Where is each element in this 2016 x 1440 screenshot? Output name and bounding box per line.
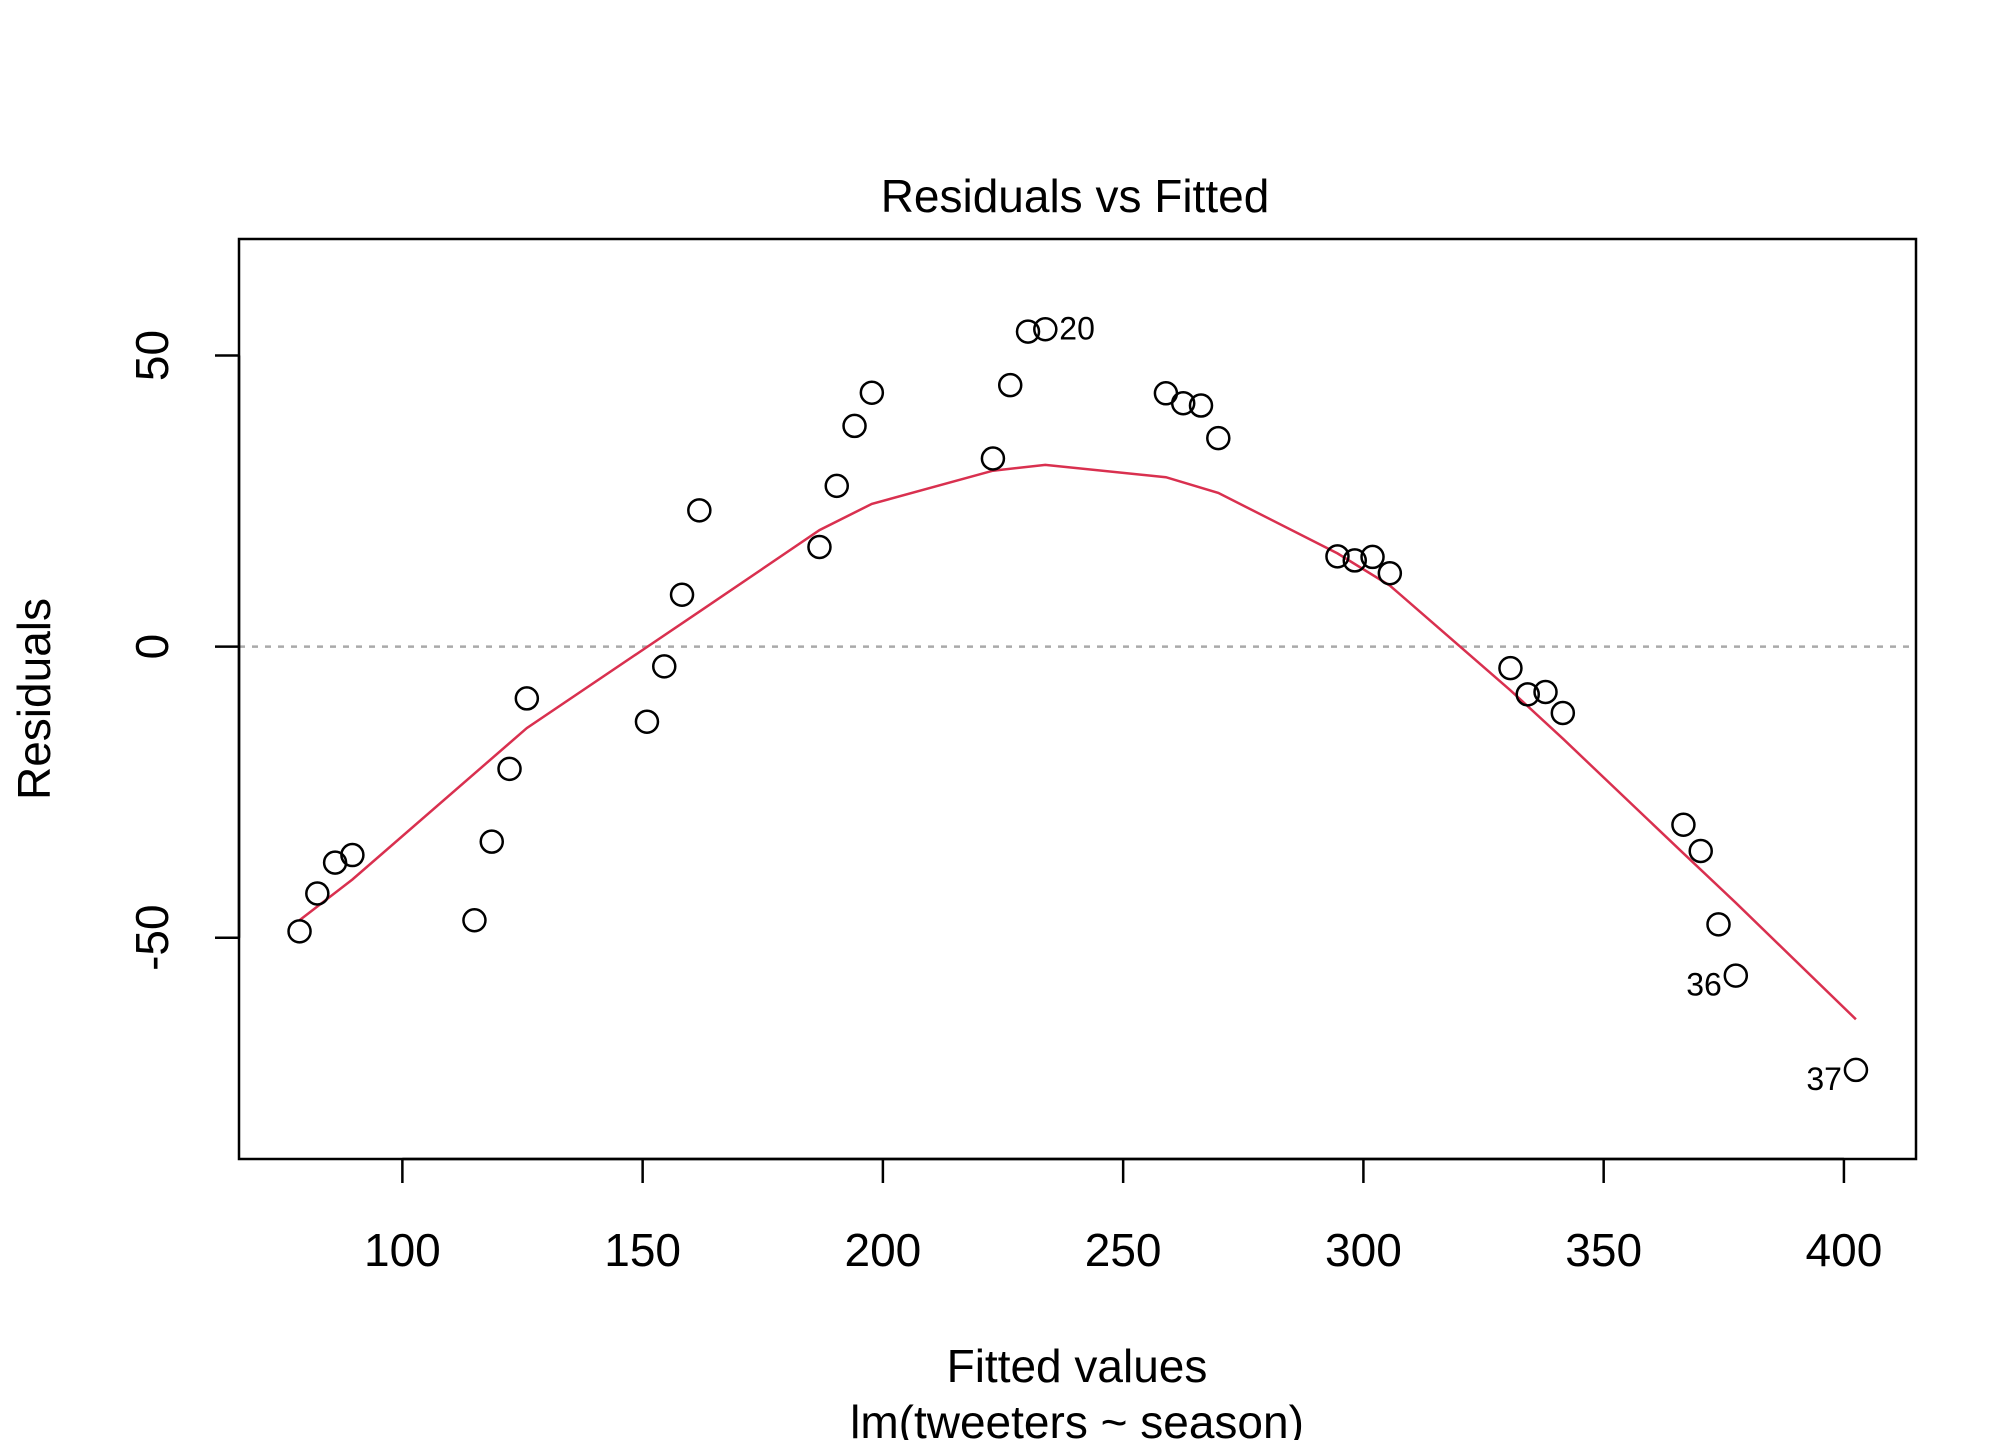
x-tick-label: 150: [604, 1224, 681, 1276]
data-point: [1170, 390, 1196, 416]
data-point: [287, 919, 312, 944]
data-point: [1377, 560, 1403, 586]
smooth-trend-line: [298, 463, 1857, 1021]
data-point: [1033, 317, 1058, 342]
data-point: [687, 498, 712, 523]
data-point: [997, 372, 1023, 398]
data-point: [1206, 425, 1231, 451]
data-point: [462, 908, 487, 933]
point-label: 36: [1686, 967, 1722, 1003]
x-axis-subtitle: lm(tweeters ~ season): [850, 1396, 1304, 1440]
smooth-line-layer: [298, 463, 1857, 1021]
data-point: [859, 380, 885, 405]
x-tick-label: 350: [1565, 1224, 1642, 1276]
data-point: [1325, 544, 1350, 569]
point-label: 37: [1806, 1061, 1842, 1097]
y-tick-label: 0: [126, 634, 178, 660]
data-point: [807, 534, 832, 560]
x-tick-label: 250: [1085, 1224, 1162, 1276]
data-point: [634, 709, 660, 734]
y-axis-title: Residuals: [8, 598, 60, 800]
x-axis-title: Fitted values: [947, 1340, 1208, 1392]
data-point: [1360, 544, 1385, 570]
data-point: [1533, 679, 1558, 705]
data-point: [1498, 655, 1523, 681]
data-point: [1843, 1057, 1869, 1083]
x-tick-label: 300: [1325, 1224, 1402, 1276]
data-point: [824, 473, 850, 499]
data-point: [1188, 393, 1214, 418]
chart-title: Residuals vs Fitted: [881, 170, 1270, 222]
data-point: [669, 582, 695, 608]
data-point: [1723, 963, 1749, 988]
data-point: [1515, 682, 1540, 707]
data-point: [1342, 548, 1368, 573]
x-tick-label: 100: [364, 1224, 441, 1276]
y-tick-label: 50: [126, 330, 178, 381]
x-tick-label: 400: [1806, 1224, 1883, 1276]
data-point: [497, 756, 522, 782]
data-point: [980, 446, 1006, 471]
data-point: [1688, 838, 1713, 864]
points-layer: [287, 317, 1869, 1083]
data-point: [340, 842, 365, 868]
data-point: [1550, 700, 1576, 726]
y-axis: -50 0 50: [126, 330, 241, 971]
data-point: [1706, 912, 1731, 937]
data-point: [305, 881, 330, 906]
y-tick-label: -50: [126, 904, 178, 970]
point-label: 20: [1059, 311, 1095, 347]
data-point: [479, 829, 505, 854]
data-point: [1015, 319, 1041, 344]
data-point: [1671, 812, 1696, 838]
data-point: [842, 413, 867, 439]
x-tick-label: 200: [845, 1224, 922, 1276]
point-labels-layer: 20 36 37: [1059, 311, 1842, 1097]
x-axis: 100 150 200 250 300 350 400: [364, 1157, 1883, 1276]
data-point: [514, 686, 540, 711]
data-point: [652, 654, 677, 679]
